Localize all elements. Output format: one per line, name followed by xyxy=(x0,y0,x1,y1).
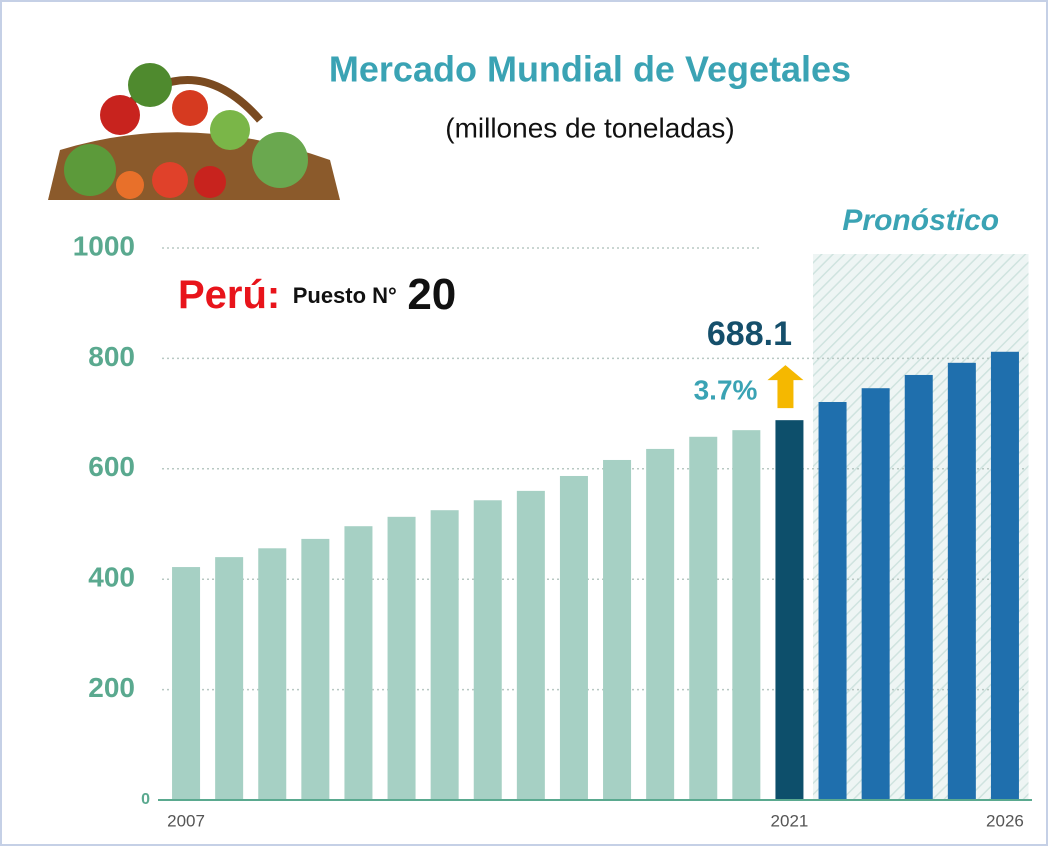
bar xyxy=(387,516,416,800)
bar xyxy=(559,475,588,800)
y-tick-label: 600 xyxy=(88,451,135,482)
bar xyxy=(990,351,1019,800)
y-tick-label: 1000 xyxy=(73,230,135,261)
plot: Pronóstico 0 200 400 600 800 1000 2007 2021 688.1… xyxy=(73,204,1032,830)
ranking-country: Perú: xyxy=(178,273,280,317)
x-tick-label: 2007 xyxy=(167,811,205,830)
y-tick-label: 200 xyxy=(88,672,135,703)
ranking-number: 20 xyxy=(407,270,456,319)
bar xyxy=(646,448,675,800)
bar xyxy=(861,388,890,800)
y-tick-label: 800 xyxy=(88,341,135,372)
bar xyxy=(172,567,201,800)
bar xyxy=(215,557,244,800)
bar xyxy=(344,526,373,800)
chart-subtitle: (millones de toneladas) xyxy=(445,112,735,143)
vegetable-basket xyxy=(48,63,340,200)
bar xyxy=(430,510,459,800)
ranking-text: Puesto N° xyxy=(293,283,397,308)
bar xyxy=(516,490,545,800)
bar xyxy=(732,430,761,800)
bar xyxy=(947,362,976,800)
y-tick-label: 0 xyxy=(141,791,150,808)
bar xyxy=(301,538,330,800)
ranking: Perú: Puesto N° 20 xyxy=(178,270,456,319)
data-label: 688.1 xyxy=(707,315,792,353)
chart-title: Mercado Mundial de Vegetales xyxy=(329,49,851,90)
bar xyxy=(258,548,287,800)
growth-arrow xyxy=(767,365,804,409)
x-tick-label: 2021 xyxy=(771,811,809,830)
bar xyxy=(818,402,847,800)
forecast-label: Pronóstico xyxy=(842,204,999,237)
bar xyxy=(775,420,804,800)
growth-label: 3.7% xyxy=(694,375,758,406)
x-tick-label: 2026 xyxy=(986,811,1024,830)
bar xyxy=(904,374,933,800)
bar xyxy=(689,436,718,800)
bar xyxy=(473,500,502,800)
y-tick-label: 400 xyxy=(88,562,135,593)
bar xyxy=(603,459,632,800)
